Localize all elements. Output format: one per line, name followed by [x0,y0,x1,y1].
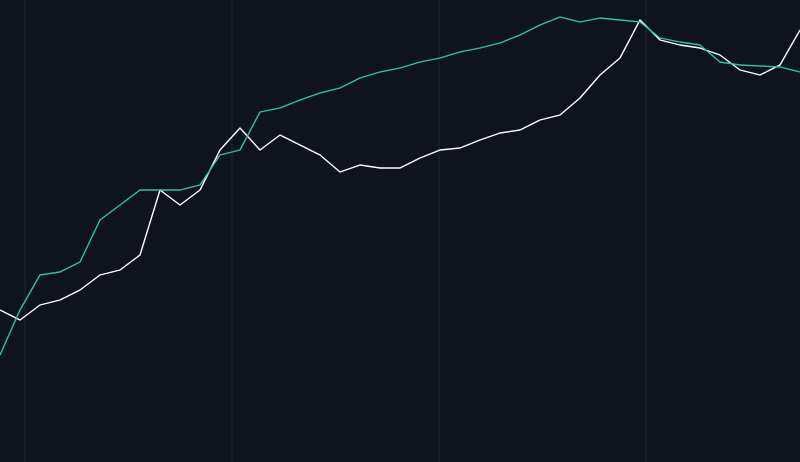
series-line [0,19,800,321]
series-line [0,16,800,356]
